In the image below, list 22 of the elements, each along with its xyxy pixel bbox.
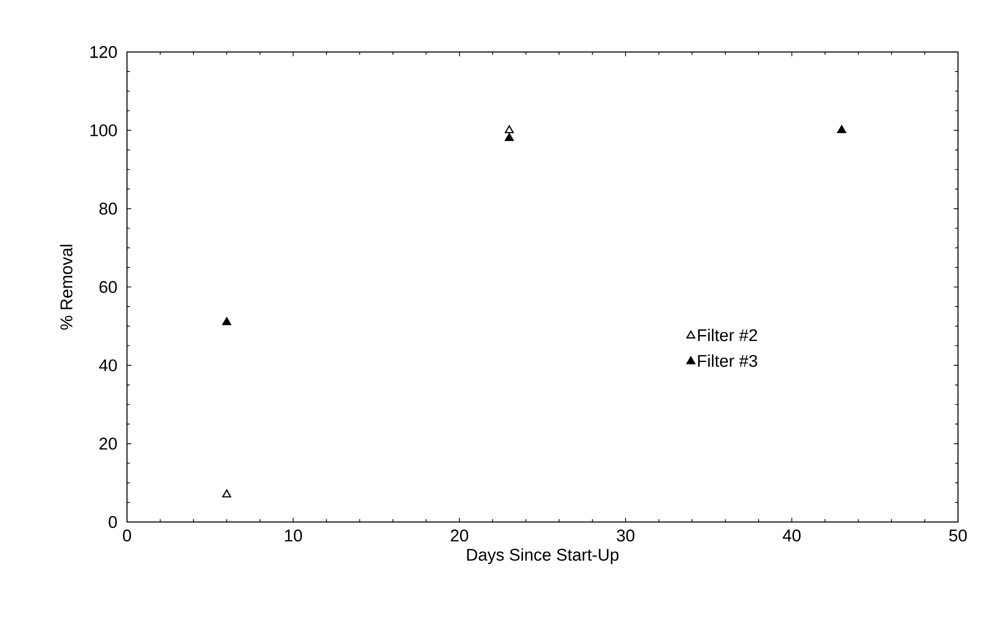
y-tick-label: 0 <box>108 516 117 528</box>
x-tick-label: 10 <box>285 530 302 542</box>
legend-label: Filter #3 <box>698 354 758 367</box>
y-tick-label: 80 <box>99 202 117 215</box>
y-tick-label: 40 <box>99 359 117 372</box>
point <box>222 317 232 326</box>
x-tick-label: 30 <box>616 530 634 542</box>
y-tick-label: 20 <box>100 438 117 450</box>
y-tick-label: 120 <box>90 46 117 58</box>
point <box>837 125 846 134</box>
x-axis-title: Days Since Start-Up <box>467 548 618 564</box>
y-axis-title: % Removal <box>60 244 72 330</box>
x-tick-label: 20 <box>450 530 468 542</box>
point <box>222 490 232 498</box>
point <box>504 125 514 134</box>
y-tick-label: 100 <box>90 124 117 136</box>
x-tick-label: 50 <box>949 530 967 542</box>
legend-label: Filter #2 <box>698 328 758 342</box>
x-tick-label: 40 <box>782 530 801 542</box>
point <box>504 133 514 141</box>
x-tick-label: 0 <box>122 530 132 542</box>
y-tick-label: 60 <box>100 281 117 293</box>
